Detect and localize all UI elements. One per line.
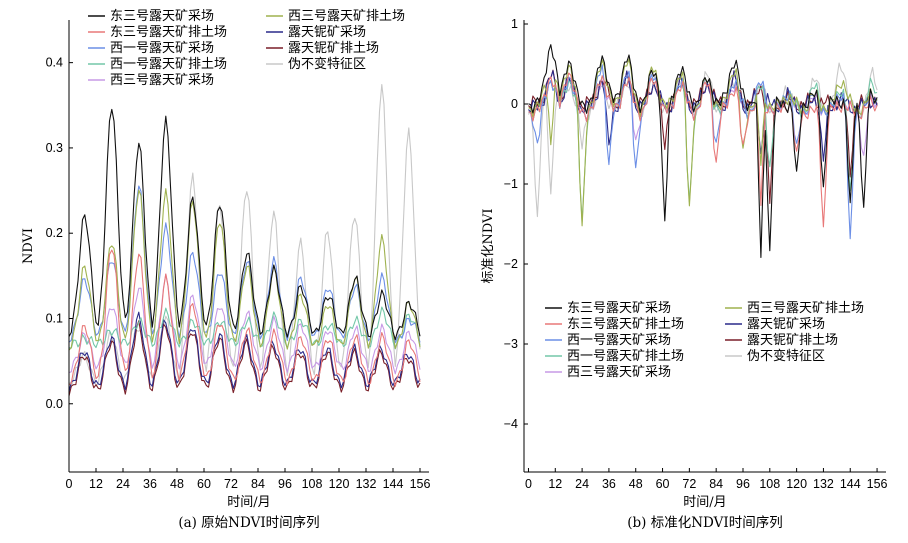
a-series-west3-dump — [68, 188, 421, 351]
panel-a-y-label: NDVI — [21, 228, 36, 264]
a-legend-label-west1-dump: 西一号露天矿排土场 — [110, 57, 227, 72]
b-series-east3-dump — [528, 72, 878, 228]
b-y-tick-label: −3 — [504, 337, 518, 351]
a-series-east3-mine — [68, 108, 421, 341]
a-x-tick-label: 144 — [383, 477, 404, 491]
a-x-tick-label: 24 — [116, 477, 130, 491]
b-x-tick-label: 12 — [548, 477, 562, 491]
b-legend-label-niobium-dump: 露天铌矿排土场 — [747, 333, 838, 348]
panel-b-y-label: 标准化NDVI — [481, 208, 496, 283]
b-legend-label-invariant: 伪不变特征区 — [747, 348, 825, 364]
b-x-tick-label: 120 — [786, 477, 807, 491]
a-legend-label-niobium-dump: 露天铌矿排土场 — [288, 41, 379, 56]
b-legend-label-west1-mine: 西一号露天矿采场 — [567, 333, 671, 348]
b-legend-label-west3-mine: 西三号露天矿采场 — [567, 365, 671, 380]
panel-a-caption: (a) 原始NDVI时间序列 — [178, 515, 319, 531]
b-x-tick-label: 132 — [813, 477, 834, 491]
a-x-tick-label: 0 — [66, 477, 73, 491]
b-x-tick-label: 96 — [736, 477, 750, 491]
b-y-tick-label: −1 — [504, 177, 518, 191]
b-legend-label-east3-dump: 东三号露天矿排土场 — [567, 317, 684, 332]
b-x-tick-label: 84 — [709, 477, 723, 491]
b-y-tick-label: 1 — [511, 17, 518, 31]
a-x-tick-label: 132 — [356, 477, 377, 491]
a-x-tick-label: 108 — [302, 477, 323, 491]
a-legend-label-east3-mine: 东三号露天矿采场 — [110, 9, 214, 24]
a-legend-label-east3-dump: 东三号露天矿排土场 — [110, 25, 227, 40]
a-series-invariant — [68, 83, 421, 388]
b-x-tick-label: 0 — [525, 477, 532, 491]
a-x-tick-label: 36 — [143, 477, 157, 491]
a-legend-label-west3-mine: 西三号露天矿采场 — [110, 73, 214, 88]
panel-a-y-ticks: 0.0 0.1 0.2 0.3 0.4 — [46, 56, 73, 411]
b-legend-label-west3-dump: 西三号露天矿排土场 — [747, 301, 864, 316]
a-x-tick-label: 96 — [278, 477, 292, 491]
a-series-niobium-dump — [68, 320, 421, 397]
b-x-tick-label: 36 — [602, 477, 616, 491]
b-x-tick-label: 156 — [867, 477, 888, 491]
b-x-tick-label: 108 — [759, 477, 780, 491]
b-y-tick-label: −2 — [504, 257, 518, 271]
b-y-tick-label: −4 — [504, 417, 518, 431]
a-x-tick-label: 156 — [410, 477, 431, 491]
a-x-tick-label: 72 — [224, 477, 238, 491]
panel-b: 0 12 24 36 48 60 72 84 96 108 120 132 144 156 1 0 −1 −2 −… — [481, 17, 888, 531]
panel-b-x-label: 时间/月 — [683, 495, 726, 510]
panel-a-x-ticks: 0 12 24 36 48 60 72 84 96 108 120 132 144 156 — [66, 468, 431, 491]
panel-a: 0 12 24 36 48 60 72 84 96 108 120 132 144 156 0.00.10… — [21, 9, 430, 531]
a-x-tick-label: 84 — [251, 477, 265, 491]
a-legend-label-west3-dump: 西三号露天矿排土场 — [288, 9, 405, 24]
b-x-tick-label: 48 — [629, 477, 643, 491]
a-y-tick-label: 0.1 — [46, 311, 63, 325]
a-y-tick-label: 0.3 — [46, 141, 63, 155]
b-legend-label-west1-dump: 西一号露天矿排土场 — [567, 349, 684, 364]
a-x-tick-label: 48 — [170, 477, 184, 491]
b-x-tick-label: 60 — [656, 477, 670, 491]
a-series-west1-dump — [68, 306, 421, 350]
a-y-tick-label: 0.2 — [46, 226, 63, 240]
panel-b-y-ticks: 1 0 −1 −2 −3 −4 — [504, 17, 528, 431]
b-y-tick-label: 0 — [511, 97, 518, 111]
a-y-tick-label: 0.0 — [46, 397, 63, 411]
b-legend-label-niobium-mine: 露天铌矿采场 — [747, 317, 825, 332]
b-series-east3-mine — [528, 44, 878, 259]
a-x-tick-label: 60 — [197, 477, 211, 491]
a-legend-label-niobium-mine: 露天铌矿采场 — [288, 25, 366, 40]
a-y-tick-label: 0.4 — [46, 56, 63, 70]
a-legend-label-west1-mine: 西一号露天矿采场 — [110, 41, 214, 56]
a-series-east3-dump — [68, 249, 421, 387]
b-x-tick-label: 24 — [575, 477, 589, 491]
b-legend-label-east3-mine: 东三号露天矿采场 — [567, 301, 671, 316]
b-x-tick-label: 144 — [840, 477, 861, 491]
panel-b-caption: (b) 标准化NDVI时间序列 — [627, 515, 782, 531]
a-x-tick-label: 120 — [329, 477, 350, 491]
a-legend-label-invariant: 伪不变特征区 — [288, 56, 366, 72]
a-x-tick-label: 12 — [89, 477, 103, 491]
a-series-west3-mine — [68, 273, 421, 375]
panel-a-series — [68, 83, 421, 397]
panel-b-x-ticks: 0 12 24 36 48 60 72 84 96 108 120 132 144 156 — [525, 468, 888, 491]
panel-b-series — [527, 44, 878, 259]
b-x-tick-label: 72 — [682, 477, 696, 491]
panel-a-x-label: 时间/月 — [227, 495, 270, 510]
